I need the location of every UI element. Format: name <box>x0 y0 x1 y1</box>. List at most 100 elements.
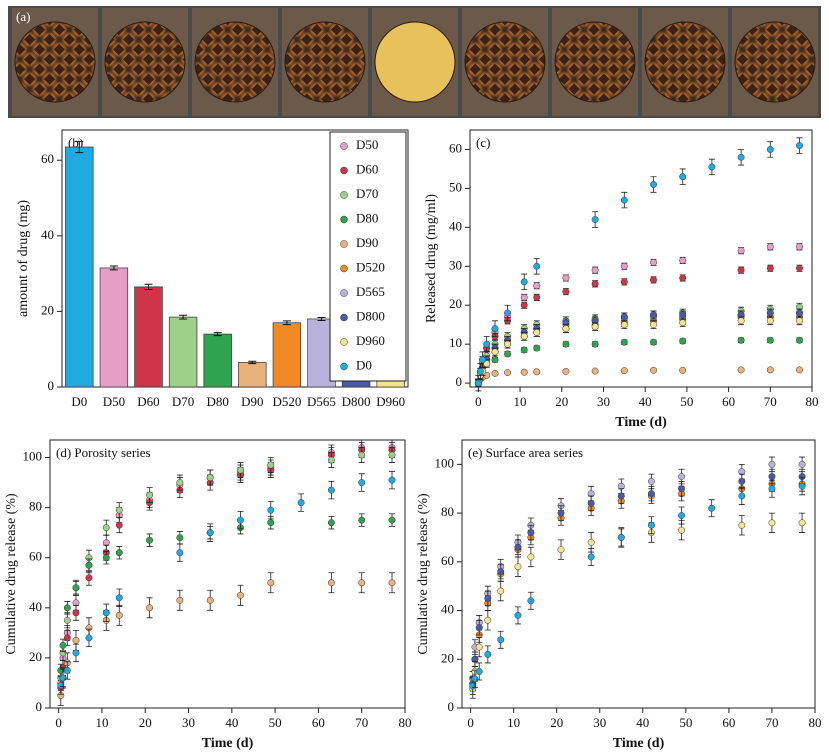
y-axis-label: Released drug (mg/ml) <box>424 194 439 323</box>
data-point <box>650 339 656 345</box>
data-point <box>492 325 498 331</box>
data-point <box>534 263 540 269</box>
legend-marker <box>341 290 348 297</box>
photo-tiles <box>12 8 818 116</box>
data-point <box>359 580 365 586</box>
x-tick-label: 10 <box>514 394 527 409</box>
data-point <box>515 544 521 550</box>
x-tick-label: 80 <box>809 715 822 730</box>
data-point <box>177 550 183 556</box>
data-point <box>237 592 243 598</box>
data-point <box>680 312 686 318</box>
y-tick-label: 60 <box>449 140 462 155</box>
data-point <box>359 479 365 485</box>
x-tick-label: 80 <box>806 394 819 409</box>
data-point <box>389 517 395 523</box>
x-tick-label: D60 <box>137 394 159 409</box>
data-point <box>650 321 656 327</box>
data-point <box>86 635 92 641</box>
x-tick-label: D0 <box>71 394 87 409</box>
bar <box>273 323 301 387</box>
data-point <box>738 367 744 373</box>
scaffold <box>645 22 725 102</box>
y-tick-label: 20 <box>441 650 454 665</box>
data-point <box>648 478 654 484</box>
data-point <box>146 537 152 543</box>
data-point <box>680 320 686 326</box>
y-tick-label: 100 <box>435 455 455 470</box>
figure: (a) (b)0204060amount of drug (mg)D0D50D6… <box>0 0 829 754</box>
data-point <box>739 522 745 528</box>
data-point <box>650 312 656 318</box>
data-point <box>268 462 274 468</box>
y-tick-label: 40 <box>41 227 54 242</box>
data-point <box>116 612 122 618</box>
data-point <box>485 595 491 601</box>
x-tick-label: 30 <box>597 394 610 409</box>
y-tick-label: 40 <box>449 218 462 233</box>
data-point <box>515 612 521 618</box>
scaffold <box>465 22 545 102</box>
data-point <box>528 554 534 560</box>
data-point <box>678 486 684 492</box>
data-point <box>483 341 489 347</box>
data-point <box>103 610 109 616</box>
y-tick-label: 20 <box>29 649 42 664</box>
data-point <box>796 244 802 250</box>
x-tick-label: 60 <box>722 715 735 730</box>
data-point <box>328 457 334 463</box>
x-tick-label: 60 <box>722 394 735 409</box>
data-point <box>268 580 274 586</box>
data-point <box>64 667 70 673</box>
legend-label: D0 <box>356 357 372 372</box>
legend-label: D960 <box>356 333 385 348</box>
panel-label: (d) Porosity series <box>56 445 151 460</box>
data-point <box>648 490 654 496</box>
y-tick-label: 20 <box>449 296 462 311</box>
data-point <box>769 473 775 479</box>
scaffold <box>375 22 455 102</box>
data-point <box>328 487 334 493</box>
data-point <box>739 493 745 499</box>
data-point <box>528 598 534 604</box>
legend-marker <box>341 192 348 199</box>
data-point <box>738 248 744 254</box>
data-point <box>796 310 802 316</box>
data-point <box>64 605 70 611</box>
x-tick-label: D70 <box>172 394 194 409</box>
x-tick-label: 40 <box>225 715 238 730</box>
data-point <box>799 461 805 467</box>
x-tick-label: D520 <box>272 394 301 409</box>
data-point <box>769 520 775 526</box>
data-point <box>64 635 70 641</box>
data-point <box>504 310 510 316</box>
data-point <box>621 339 627 345</box>
data-point <box>534 329 540 335</box>
data-point <box>769 461 775 467</box>
data-point <box>298 499 304 505</box>
y-tick-label: 40 <box>441 602 454 617</box>
y-tick-label: 60 <box>29 549 42 564</box>
data-point <box>359 517 365 523</box>
scaffold <box>285 22 365 102</box>
x-axis-label: Time (d) <box>613 736 665 751</box>
data-point <box>177 597 183 603</box>
data-point <box>521 369 527 375</box>
scaffold <box>15 22 95 102</box>
data-point <box>621 321 627 327</box>
y-tick-label: 0 <box>456 374 463 389</box>
data-point <box>521 347 527 353</box>
scaffold <box>105 22 185 102</box>
data-point <box>592 281 598 287</box>
data-point <box>504 351 510 357</box>
y-tick-label: 60 <box>41 151 54 166</box>
data-point <box>479 357 485 363</box>
data-point <box>648 522 654 528</box>
x-tick-label: D960 <box>376 394 405 409</box>
data-point <box>592 216 598 222</box>
x-tick-label: 30 <box>593 715 606 730</box>
x-axis-label: Time (d) <box>202 736 254 751</box>
data-point <box>767 337 773 343</box>
y-axis-label: amount of drug (mg) <box>16 200 31 317</box>
x-tick-label: 50 <box>680 394 693 409</box>
